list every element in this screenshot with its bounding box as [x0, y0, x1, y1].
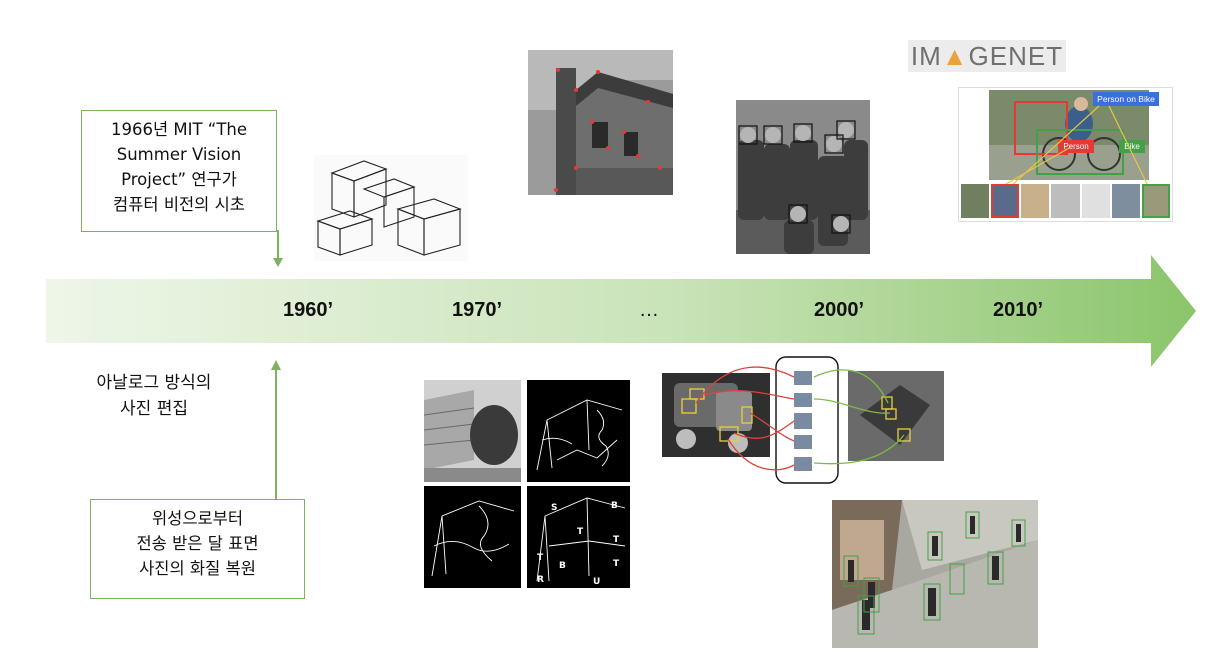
timeline-arrow: [46, 255, 1196, 367]
satellite-restore-note: 위성으로부터 전송 받은 달 표면 사진의 화질 복원: [90, 499, 305, 599]
toy-truck-right: [848, 371, 944, 461]
thumbnail-strip: [961, 184, 1170, 218]
region-label: U: [593, 577, 600, 587]
imagenet-logo-right: GENET: [968, 41, 1064, 71]
analog-editing-note: 아날로그 방식의 사진 편집: [96, 373, 212, 419]
era-2010: 2010’: [993, 299, 1044, 321]
region-label: T: [613, 559, 620, 569]
thumbnail: [991, 184, 1020, 218]
thumbnail: [1021, 184, 1050, 218]
toy-truck-left: [662, 373, 770, 457]
building-photo: [424, 380, 521, 482]
edge-detection-panels: S B T T T B R T U: [424, 380, 630, 588]
label-bike: Bike: [1119, 140, 1145, 153]
era-1970: 1970’: [452, 299, 503, 321]
edge-map-2: [424, 486, 521, 588]
feature-matching-figure: [662, 356, 944, 484]
thumbnail: [1141, 184, 1170, 218]
thumbnail: [1051, 184, 1080, 218]
imagenet-annotation-figure: Person on Bike Person Bike: [958, 87, 1173, 222]
house-feature-image: [528, 50, 673, 195]
region-label: T: [537, 553, 544, 563]
era-2000: 2000’: [814, 299, 865, 321]
face-detection-image: [736, 100, 870, 254]
thumbnail: [961, 184, 990, 218]
thumbnail: [1081, 184, 1110, 218]
pedestrian-detection-image: [832, 500, 1038, 648]
mit-connector-arrow: [273, 230, 283, 267]
region-label: B: [559, 561, 566, 571]
annotation-links: [998, 105, 1150, 189]
satellite-connector-arrow: [271, 360, 281, 500]
region-label: R: [537, 575, 544, 585]
era-ellipsis: …: [639, 299, 659, 321]
imagenet-logo-left: IM: [910, 41, 942, 71]
imagenet-logo: IM▲GENET: [908, 40, 1066, 72]
blocks-world-drawing: [314, 155, 468, 261]
imagenet-mark-icon: ▲: [941, 41, 969, 71]
era-1960: 1960’: [283, 299, 334, 321]
edge-map-3: S B T T T B R T U: [527, 486, 630, 588]
edge-map-1: [527, 380, 630, 482]
label-person-on-bike: Person on Bike: [1093, 92, 1159, 106]
region-label: T: [577, 527, 584, 537]
region-label: T: [613, 535, 620, 545]
mit-project-note: 1966년 MIT “The Summer Vision Project” 연구…: [81, 110, 277, 232]
region-label: B: [611, 501, 618, 511]
thumbnail: [1111, 184, 1140, 218]
region-label: S: [551, 503, 557, 513]
